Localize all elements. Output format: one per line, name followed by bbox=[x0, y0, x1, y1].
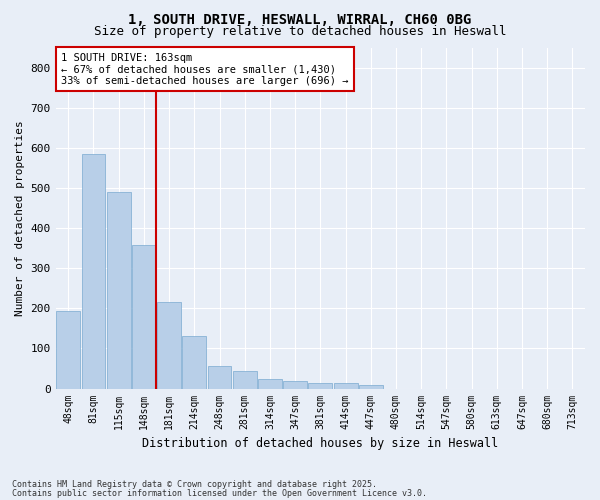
Bar bbox=[334, 382, 358, 388]
Bar bbox=[359, 384, 383, 388]
Bar bbox=[308, 382, 332, 388]
Text: Size of property relative to detached houses in Heswall: Size of property relative to detached ho… bbox=[94, 25, 506, 38]
Text: 1, SOUTH DRIVE, HESWALL, WIRRAL, CH60 0BG: 1, SOUTH DRIVE, HESWALL, WIRRAL, CH60 0B… bbox=[128, 12, 472, 26]
Bar bbox=[56, 311, 80, 388]
Bar bbox=[82, 154, 106, 388]
Bar bbox=[132, 245, 156, 388]
Text: 1 SOUTH DRIVE: 163sqm
← 67% of detached houses are smaller (1,430)
33% of semi-d: 1 SOUTH DRIVE: 163sqm ← 67% of detached … bbox=[61, 52, 349, 86]
Text: Contains HM Land Registry data © Crown copyright and database right 2025.: Contains HM Land Registry data © Crown c… bbox=[12, 480, 377, 489]
Bar bbox=[283, 382, 307, 388]
Bar bbox=[107, 192, 131, 388]
X-axis label: Distribution of detached houses by size in Heswall: Distribution of detached houses by size … bbox=[142, 437, 499, 450]
Bar bbox=[157, 302, 181, 388]
Bar bbox=[258, 378, 282, 388]
Bar bbox=[233, 372, 257, 388]
Y-axis label: Number of detached properties: Number of detached properties bbox=[15, 120, 25, 316]
Text: Contains public sector information licensed under the Open Government Licence v3: Contains public sector information licen… bbox=[12, 488, 427, 498]
Bar bbox=[182, 336, 206, 388]
Bar bbox=[208, 366, 232, 388]
